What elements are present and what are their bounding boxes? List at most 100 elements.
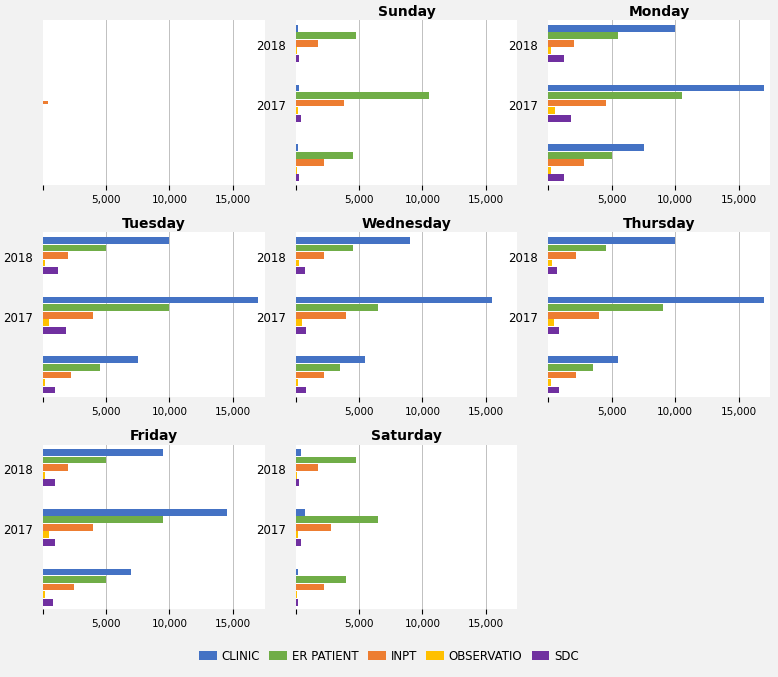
Bar: [548, 379, 551, 386]
Bar: [43, 267, 58, 274]
Bar: [296, 259, 300, 266]
Title: Wednesday: Wednesday: [362, 217, 451, 232]
Bar: [548, 47, 551, 54]
Bar: [296, 107, 298, 114]
Title: Thursday: Thursday: [623, 217, 696, 232]
Bar: [296, 297, 492, 303]
Bar: [43, 101, 48, 104]
Bar: [43, 464, 68, 471]
Bar: [43, 312, 93, 319]
Bar: [43, 509, 226, 516]
Text: 2018: 2018: [256, 40, 286, 53]
Bar: [548, 387, 559, 393]
Bar: [43, 372, 71, 378]
Title: Tuesday: Tuesday: [122, 217, 185, 232]
Bar: [43, 237, 170, 244]
Text: 2018: 2018: [509, 253, 538, 265]
Bar: [296, 539, 301, 546]
Title: Sunday: Sunday: [377, 5, 436, 19]
Bar: [548, 356, 619, 364]
Bar: [296, 144, 298, 151]
Bar: [296, 356, 366, 364]
Bar: [548, 372, 576, 378]
Bar: [43, 531, 49, 538]
Bar: [548, 114, 571, 122]
Text: 2018: 2018: [3, 253, 33, 265]
Bar: [548, 175, 564, 181]
Bar: [43, 387, 55, 393]
Bar: [548, 159, 584, 166]
Bar: [296, 167, 297, 174]
Bar: [43, 327, 65, 334]
Bar: [296, 237, 410, 244]
Bar: [43, 364, 100, 371]
Bar: [43, 252, 68, 259]
Bar: [43, 356, 138, 364]
Bar: [43, 320, 49, 326]
Bar: [43, 539, 55, 546]
Bar: [548, 312, 599, 319]
Bar: [548, 32, 619, 39]
Bar: [43, 517, 163, 523]
Bar: [548, 107, 555, 114]
Bar: [296, 244, 352, 251]
Bar: [296, 472, 297, 479]
Title: Monday: Monday: [629, 5, 690, 19]
Bar: [296, 304, 378, 311]
Bar: [296, 252, 324, 259]
Text: 2017: 2017: [256, 312, 286, 325]
Bar: [296, 327, 306, 334]
Bar: [296, 531, 298, 538]
Bar: [548, 100, 605, 106]
Bar: [296, 372, 324, 378]
Bar: [296, 517, 378, 523]
Bar: [296, 569, 298, 575]
Bar: [296, 479, 300, 486]
Bar: [548, 252, 576, 259]
Bar: [43, 524, 93, 531]
Bar: [548, 25, 675, 32]
Bar: [548, 364, 593, 371]
Bar: [43, 479, 55, 486]
Text: 2017: 2017: [256, 524, 286, 538]
Bar: [43, 304, 170, 311]
Bar: [548, 152, 612, 158]
Bar: [43, 379, 45, 386]
Bar: [296, 456, 356, 464]
Bar: [548, 40, 574, 47]
Bar: [43, 569, 131, 575]
Bar: [548, 304, 663, 311]
Bar: [296, 464, 318, 471]
Bar: [43, 297, 258, 303]
Text: 2017: 2017: [509, 312, 538, 325]
Bar: [296, 25, 298, 32]
Bar: [43, 449, 163, 456]
Bar: [43, 259, 45, 266]
Legend: CLINIC, ER PATIENT, INPT, OBSERVATIO, SDC: CLINIC, ER PATIENT, INPT, OBSERVATIO, SD…: [194, 645, 584, 668]
Bar: [296, 387, 306, 393]
Bar: [296, 509, 304, 516]
Bar: [296, 267, 304, 274]
Text: 2018: 2018: [256, 253, 286, 265]
Bar: [296, 591, 297, 598]
Bar: [548, 85, 764, 91]
Text: 2018: 2018: [256, 464, 286, 477]
Bar: [296, 576, 346, 583]
Bar: [296, 379, 298, 386]
Text: 2017: 2017: [509, 100, 538, 113]
Bar: [548, 267, 557, 274]
Bar: [296, 47, 297, 54]
Bar: [296, 85, 300, 91]
Bar: [296, 175, 300, 181]
Bar: [296, 584, 324, 590]
Title: Saturday: Saturday: [371, 429, 442, 443]
Bar: [548, 92, 682, 99]
Bar: [296, 92, 429, 99]
Bar: [43, 598, 53, 605]
Bar: [43, 591, 45, 598]
Bar: [548, 167, 551, 174]
Bar: [296, 312, 346, 319]
Text: 2017: 2017: [3, 524, 33, 538]
Bar: [296, 159, 324, 166]
Bar: [548, 259, 552, 266]
